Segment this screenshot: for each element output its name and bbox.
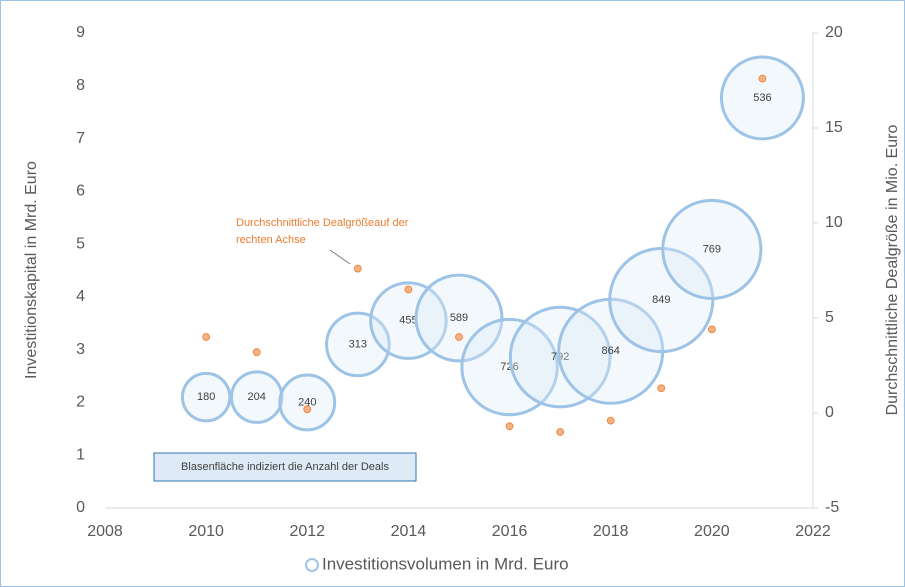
annotation: rechten Achse bbox=[236, 234, 306, 246]
y-axis-label: Investitionskapital in Mrd. Euro bbox=[23, 161, 40, 379]
note: Blasenfläche indiziert die Anzahl der De… bbox=[181, 461, 389, 473]
annotation-arrow bbox=[329, 249, 351, 265]
x-tick-label: 2010 bbox=[188, 523, 224, 540]
bubble-label: 180 bbox=[197, 391, 215, 403]
y2-tick-label: 20 bbox=[825, 24, 843, 41]
y-tick-label: 9 bbox=[76, 24, 85, 41]
x-tick-label: 2014 bbox=[391, 523, 427, 540]
y-tick-label: 1 bbox=[76, 446, 85, 463]
bubble bbox=[369, 281, 448, 360]
bubble bbox=[661, 198, 763, 300]
bubble-label: 726 bbox=[500, 361, 518, 373]
bubble-label: 455 bbox=[399, 315, 417, 327]
x-tick-label: 2020 bbox=[694, 523, 730, 540]
dot bbox=[202, 333, 211, 341]
y-tick-label: 2 bbox=[76, 394, 85, 411]
bubble-label: 204 bbox=[248, 391, 266, 403]
bubble-label: 240 bbox=[298, 396, 316, 408]
bubble bbox=[719, 55, 805, 141]
y2-tick-label: 5 bbox=[825, 309, 834, 326]
y2-tick-label: -5 bbox=[825, 499, 839, 516]
bubble bbox=[229, 370, 284, 424]
note-box bbox=[153, 452, 417, 482]
y2-tick-label: 0 bbox=[825, 404, 834, 421]
x-tick-label: 2012 bbox=[289, 523, 325, 540]
y2-axis-label: Durchschnittliche Dealgröße in Mio. Euro bbox=[884, 125, 901, 416]
dot bbox=[252, 348, 261, 357]
dot bbox=[505, 422, 514, 431]
dot bbox=[455, 333, 463, 341]
bubble bbox=[325, 311, 391, 378]
dot bbox=[556, 428, 565, 436]
dot bbox=[404, 285, 413, 294]
y2-tick-label: 15 bbox=[825, 119, 843, 136]
bubble-label: 864 bbox=[602, 345, 620, 357]
y-tick-label: 6 bbox=[76, 183, 85, 200]
bubble bbox=[608, 247, 715, 354]
bubble bbox=[414, 273, 504, 363]
y-tick-label: 3 bbox=[76, 341, 85, 358]
bubble-label: 313 bbox=[349, 338, 367, 350]
bubble-label: 769 bbox=[703, 243, 721, 255]
dot bbox=[657, 384, 666, 393]
x-tick-label: 2018 bbox=[593, 523, 629, 540]
y-tick-label: 4 bbox=[76, 288, 85, 305]
legend-marker bbox=[305, 558, 319, 572]
x-tick-label: 2008 bbox=[87, 523, 123, 540]
dot bbox=[353, 264, 362, 273]
bubble-label: 849 bbox=[652, 294, 670, 306]
x-tick-label: 2022 bbox=[795, 523, 831, 540]
y-tick-label: 8 bbox=[76, 77, 85, 94]
legend-label: Investitionsvolumen in Mrd. Euro bbox=[322, 554, 569, 573]
y2-tick-label: 10 bbox=[825, 214, 843, 231]
dot bbox=[707, 325, 716, 334]
x-tick-label: 2016 bbox=[492, 523, 528, 540]
dot bbox=[303, 405, 312, 414]
bubble-label: 536 bbox=[753, 92, 771, 104]
dot bbox=[758, 74, 767, 83]
bubble bbox=[460, 317, 559, 417]
bubble-label: 589 bbox=[450, 312, 468, 324]
bubble bbox=[278, 373, 337, 432]
dot bbox=[606, 416, 615, 425]
annotation: Durchschnittliche Dealgrößeauf der bbox=[236, 217, 409, 229]
y-tick-label: 5 bbox=[76, 235, 85, 252]
bubble bbox=[180, 371, 232, 423]
y-tick-label: 0 bbox=[76, 499, 85, 516]
y-tick-label: 7 bbox=[76, 130, 85, 147]
